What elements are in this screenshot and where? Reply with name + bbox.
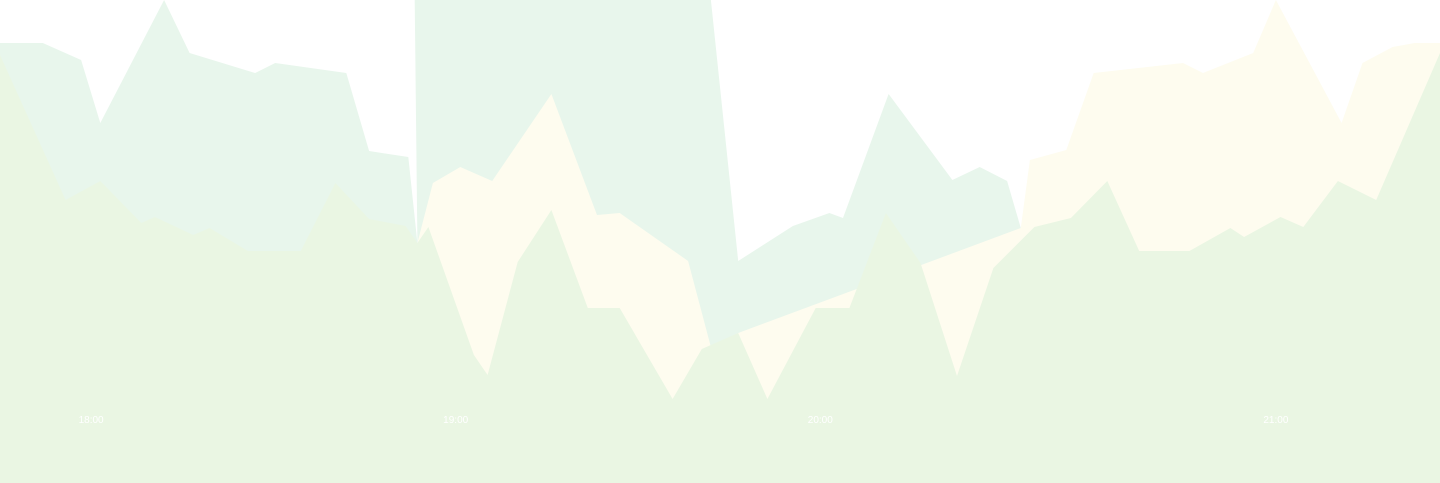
x-tick-label: 20:00 [808,415,833,426]
x-tick-label: 18:00 [79,415,104,426]
area-series-3 [0,53,1440,483]
x-axis-ticks: 18:00 19:00 20:00 21:00 [79,415,1289,426]
x-tick-label: 21:00 [1263,415,1288,426]
x-tick-label: 19:00 [443,415,468,426]
